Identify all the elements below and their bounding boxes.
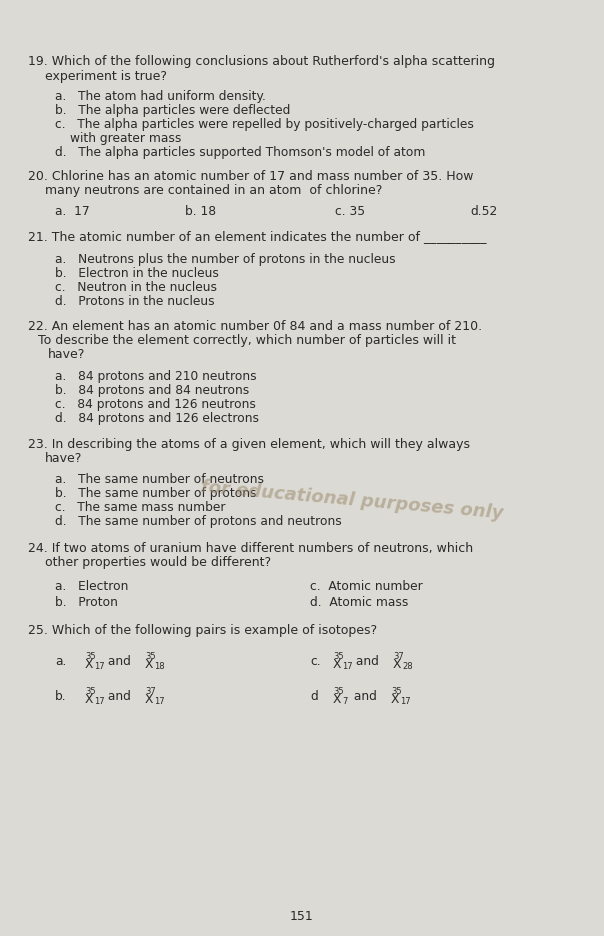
Text: and: and bbox=[350, 689, 381, 702]
Text: X: X bbox=[333, 657, 341, 670]
Text: c.  Atomic number: c. Atomic number bbox=[310, 579, 423, 592]
Text: 19. Which of the following conclusions about Rutherford's alpha scattering: 19. Which of the following conclusions a… bbox=[28, 55, 495, 68]
Text: 28: 28 bbox=[402, 662, 413, 670]
Text: c.   The alpha particles were repelled by positively-charged particles: c. The alpha particles were repelled by … bbox=[55, 118, 474, 131]
Text: X: X bbox=[145, 657, 153, 670]
Text: 35: 35 bbox=[333, 686, 344, 695]
Text: X: X bbox=[393, 657, 402, 670]
Text: 17: 17 bbox=[94, 662, 104, 670]
Text: c.   The same mass number: c. The same mass number bbox=[55, 501, 225, 514]
Text: X: X bbox=[145, 693, 153, 705]
Text: 20. Chlorine has an atomic number of 17 and mass number of 35. How: 20. Chlorine has an atomic number of 17 … bbox=[28, 169, 474, 183]
Text: c.: c. bbox=[310, 654, 321, 667]
Text: 37: 37 bbox=[393, 651, 403, 660]
Text: 17: 17 bbox=[154, 696, 165, 705]
Text: X: X bbox=[85, 693, 94, 705]
Text: 35: 35 bbox=[85, 651, 95, 660]
Text: 23. In describing the atoms of a given element, which will they always: 23. In describing the atoms of a given e… bbox=[28, 437, 470, 450]
Text: 37: 37 bbox=[145, 686, 156, 695]
Text: have?: have? bbox=[48, 347, 85, 360]
Text: and: and bbox=[104, 689, 135, 702]
Text: d.  Atomic mass: d. Atomic mass bbox=[310, 595, 408, 608]
Text: 24. If two atoms of uranium have different numbers of neutrons, which: 24. If two atoms of uranium have differe… bbox=[28, 541, 473, 554]
Text: 21. The atomic number of an element indicates the number of __________: 21. The atomic number of an element indi… bbox=[28, 229, 486, 242]
Text: b. 18: b. 18 bbox=[185, 205, 216, 218]
Text: X: X bbox=[85, 657, 94, 670]
Text: 17: 17 bbox=[342, 662, 353, 670]
Text: 7: 7 bbox=[342, 696, 347, 705]
Text: a.   84 protons and 210 neutrons: a. 84 protons and 210 neutrons bbox=[55, 370, 257, 383]
Text: X: X bbox=[333, 693, 341, 705]
Text: 35: 35 bbox=[333, 651, 344, 660]
Text: 35: 35 bbox=[85, 686, 95, 695]
Text: c.   84 protons and 126 neutrons: c. 84 protons and 126 neutrons bbox=[55, 398, 256, 411]
Text: a.   Neutrons plus the number of protons in the nucleus: a. Neutrons plus the number of protons i… bbox=[55, 253, 396, 266]
Text: a.   The atom had uniform density.: a. The atom had uniform density. bbox=[55, 90, 266, 103]
Text: b.   The same number of protons: b. The same number of protons bbox=[55, 487, 257, 500]
Text: To describe the element correctly, which number of particles will it: To describe the element correctly, which… bbox=[38, 333, 456, 346]
Text: 35: 35 bbox=[145, 651, 156, 660]
Text: d.   Protons in the nucleus: d. Protons in the nucleus bbox=[55, 295, 214, 308]
Text: for educational purposes only: for educational purposes only bbox=[200, 477, 504, 522]
Text: b.   Electron in the nucleus: b. Electron in the nucleus bbox=[55, 267, 219, 280]
Text: 25. Which of the following pairs is example of isotopes?: 25. Which of the following pairs is exam… bbox=[28, 623, 377, 636]
Text: d.52: d.52 bbox=[470, 205, 497, 218]
Text: experiment is true?: experiment is true? bbox=[45, 70, 167, 83]
Text: b.   84 protons and 84 neutrons: b. 84 protons and 84 neutrons bbox=[55, 384, 249, 397]
Text: a.: a. bbox=[55, 654, 66, 667]
Text: 151: 151 bbox=[290, 909, 314, 922]
Text: d.   The same number of protons and neutrons: d. The same number of protons and neutro… bbox=[55, 515, 342, 528]
Text: b.   Proton: b. Proton bbox=[55, 595, 118, 608]
Text: a.   Electron: a. Electron bbox=[55, 579, 129, 592]
Text: and: and bbox=[352, 654, 383, 667]
Text: d.   84 protons and 126 electrons: d. 84 protons and 126 electrons bbox=[55, 412, 259, 425]
Text: 17: 17 bbox=[400, 696, 411, 705]
Text: d: d bbox=[310, 689, 318, 702]
Text: other properties would be different?: other properties would be different? bbox=[45, 555, 271, 568]
Text: have?: have? bbox=[45, 451, 82, 464]
Text: b.: b. bbox=[55, 689, 66, 702]
Text: 35: 35 bbox=[391, 686, 402, 695]
Text: 18: 18 bbox=[154, 662, 165, 670]
Text: c. 35: c. 35 bbox=[335, 205, 365, 218]
Text: and: and bbox=[104, 654, 135, 667]
Text: with greater mass: with greater mass bbox=[70, 132, 181, 145]
Text: d.   The alpha particles supported Thomson's model of atom: d. The alpha particles supported Thomson… bbox=[55, 146, 425, 159]
Text: a.  17: a. 17 bbox=[55, 205, 89, 218]
Text: many neutrons are contained in an atom  of chlorine?: many neutrons are contained in an atom o… bbox=[45, 183, 382, 197]
Text: a.   The same number of neutrons: a. The same number of neutrons bbox=[55, 473, 264, 486]
Text: b.   The alpha particles were deflected: b. The alpha particles were deflected bbox=[55, 104, 291, 117]
Text: 17: 17 bbox=[94, 696, 104, 705]
Text: c.   Neutron in the nucleus: c. Neutron in the nucleus bbox=[55, 281, 217, 294]
Text: X: X bbox=[391, 693, 399, 705]
Text: 22. An element has an atomic number 0f 84 and a mass number of 210.: 22. An element has an atomic number 0f 8… bbox=[28, 320, 482, 332]
